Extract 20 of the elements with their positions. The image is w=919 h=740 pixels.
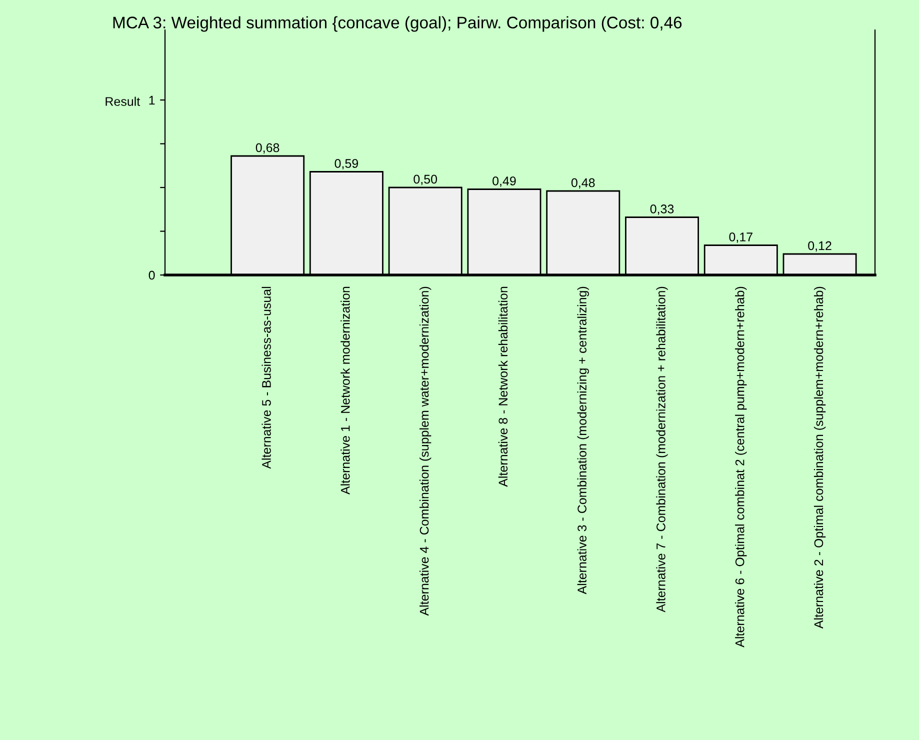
x-tick-label: Alternative 1 - Network modernization — [340, 286, 350, 494]
x-tick-label: Alternative 2 - Optimal combination (supplem+modern+rehab) — [814, 286, 826, 629]
data-label: 0,49 — [492, 176, 516, 187]
y-tick-label: 1 — [149, 96, 155, 105]
x-tick-label: Alternative 6 - Optimal combinat 2 (central pump+modern+rehab) — [735, 286, 747, 648]
data-label: 0,17 — [729, 232, 752, 243]
x-tick-label: Alternative 3 - Combination (modernizing + centralizing) — [577, 286, 589, 594]
y-tick-label: 0 — [148, 270, 155, 280]
data-label: 0,48 — [571, 178, 595, 189]
x-tick-label: Alternative 8 - Network rehabilitation — [498, 286, 508, 487]
y-axis-title: Result — [106, 96, 140, 106]
data-label: 0,12 — [808, 241, 832, 252]
chart-title: MCA 3: Weighted summation {concave (goal); Pairw. Comparison (Cost: 0,46 — [113, 16, 682, 32]
data-label: 0,33 — [650, 204, 674, 215]
data-label: 0,68 — [256, 143, 280, 154]
data-label: 0,50 — [414, 174, 438, 186]
x-tick-label: Alternative 7 - Combination (modernization + rehabilitation) — [656, 286, 668, 612]
x-tick-label: Alternative 5 - Business-as-usual — [262, 286, 271, 469]
x-tick-label: Alternative 4 - Combination (supplem water+modernization) — [420, 286, 432, 616]
data-label: 0,59 — [334, 159, 358, 170]
